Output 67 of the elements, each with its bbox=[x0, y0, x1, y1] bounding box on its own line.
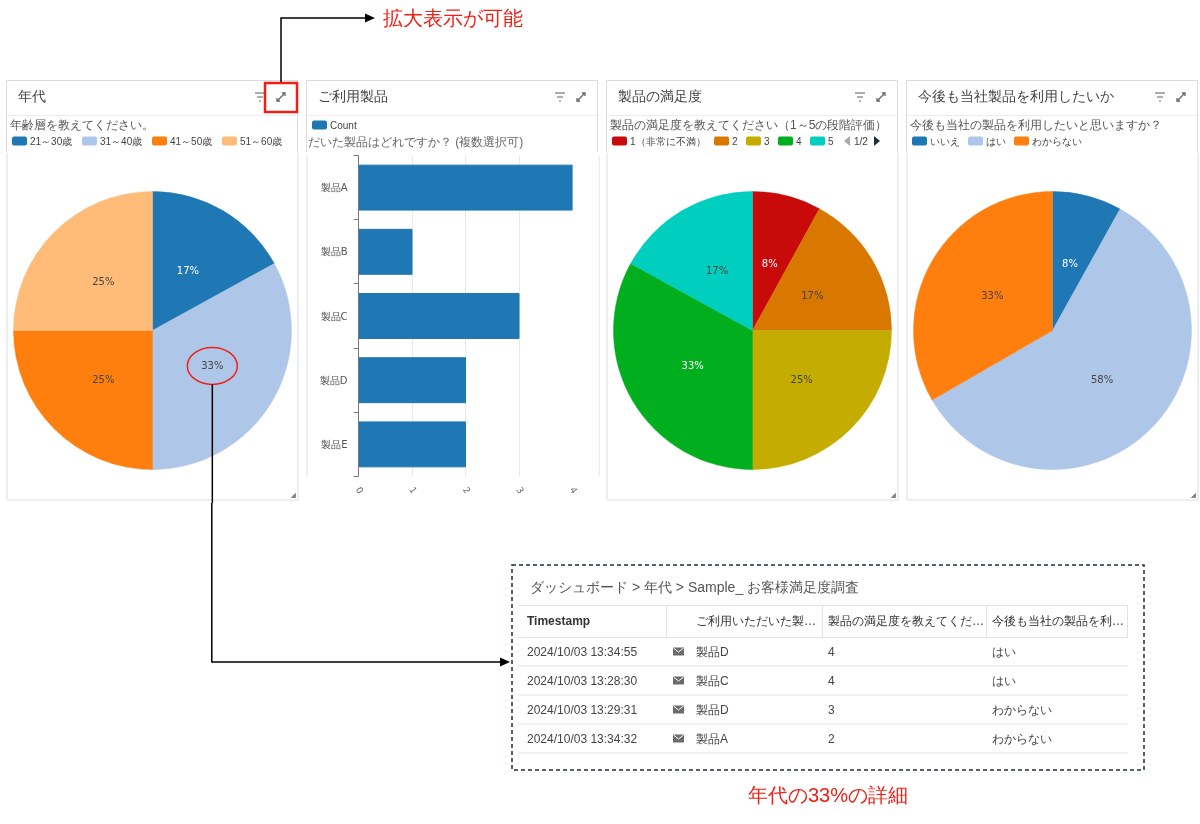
data-label: 33% bbox=[981, 290, 1004, 302]
chart-title: 年代 bbox=[18, 88, 46, 104]
chart-title: 今後も当社製品を利用したいか bbox=[918, 88, 1114, 104]
data-label: 17% bbox=[176, 265, 199, 277]
chart-subtitle: だいた製品はどれですか？ (複数選択可) bbox=[308, 135, 524, 149]
text: ダッシュボード > 年代 > Sample_ お客様満足度調査 bbox=[530, 579, 860, 595]
text: 製品C bbox=[696, 673, 729, 688]
text: 2 bbox=[828, 731, 835, 746]
chart-subtitle: 今後も当社の製品を利用したいと思いますか？ bbox=[910, 118, 1162, 132]
legend-label: 4 bbox=[796, 135, 802, 147]
chart-title: ご利用製品 bbox=[318, 88, 388, 104]
data-label: 25% bbox=[92, 374, 115, 386]
data-label: 33% bbox=[201, 360, 224, 372]
text: 製品D bbox=[696, 702, 729, 717]
category-label: ご利用いただいた製… bbox=[696, 614, 816, 628]
y-tick-label: 製品E bbox=[321, 438, 348, 450]
text: 2024/10/03 13:29:31 bbox=[527, 702, 638, 717]
legend-label: 3 bbox=[764, 135, 770, 147]
text: 2024/10/03 13:34:32 bbox=[527, 731, 638, 746]
data-label: 25% bbox=[92, 275, 115, 287]
chart-subtitle: 年齢層を教えてください。 bbox=[10, 118, 154, 132]
x-tick-label: 4 bbox=[567, 485, 580, 496]
chart-title: 製品の満足度 bbox=[618, 88, 702, 104]
category-label: Timestamp bbox=[527, 614, 591, 628]
data-label: 58% bbox=[1090, 373, 1114, 385]
text: 拡大表示が可能 bbox=[383, 7, 523, 29]
legend-label: 31～40歳 bbox=[100, 135, 143, 147]
legend-label: いいえ bbox=[930, 135, 960, 147]
text: 1/2 bbox=[854, 135, 869, 147]
data-label: 8% bbox=[761, 257, 778, 269]
text: 4 bbox=[828, 673, 835, 688]
data-label: 17% bbox=[706, 265, 729, 277]
x-tick-label: 0 bbox=[353, 485, 366, 496]
text: はい bbox=[992, 673, 1016, 688]
legend-label: 41～50歳 bbox=[170, 135, 213, 147]
category-label: 今後も当社の製品を利… bbox=[992, 614, 1124, 628]
data-label: 25% bbox=[790, 374, 813, 386]
data-label: 17% bbox=[801, 289, 824, 301]
text: 3 bbox=[828, 702, 835, 717]
text: 製品D bbox=[696, 644, 729, 659]
text: 2024/10/03 13:34:55 bbox=[527, 644, 638, 659]
legend-label: Count bbox=[330, 119, 357, 131]
y-tick-label: 製品A bbox=[320, 182, 348, 194]
legend-label: 51～60歳 bbox=[240, 135, 283, 147]
legend-label: 5 bbox=[828, 135, 834, 147]
text: わからない bbox=[992, 702, 1052, 717]
data-label: 8% bbox=[1062, 257, 1078, 269]
y-tick-label: 製品D bbox=[319, 374, 348, 386]
text: 4 bbox=[828, 644, 835, 659]
text: はい bbox=[992, 644, 1016, 659]
chart-subtitle: 製品の満足度を教えてください（1～5の段階評価） bbox=[610, 118, 888, 132]
y-tick-label: 製品B bbox=[320, 246, 348, 258]
text: わからない bbox=[992, 731, 1052, 746]
x-tick-label: 3 bbox=[514, 485, 526, 496]
category-label: 製品の満足度を教えてくだ… bbox=[828, 614, 984, 628]
legend-label: 1（非常に不満） bbox=[630, 135, 706, 147]
text: 2024/10/03 13:28:30 bbox=[527, 673, 638, 688]
data-label: 33% bbox=[681, 360, 704, 372]
legend-label: はい bbox=[986, 135, 1006, 147]
text: 製品A bbox=[696, 731, 729, 746]
text: 年代の33%の詳細 bbox=[747, 784, 909, 806]
x-tick-label: 2 bbox=[460, 485, 473, 496]
legend-label: 21～30歳 bbox=[30, 135, 73, 147]
y-tick-label: 製品C bbox=[320, 310, 348, 322]
legend-label: わからない bbox=[1032, 135, 1082, 147]
legend-label: 2 bbox=[732, 135, 738, 147]
x-tick-label: 1 bbox=[407, 485, 419, 496]
